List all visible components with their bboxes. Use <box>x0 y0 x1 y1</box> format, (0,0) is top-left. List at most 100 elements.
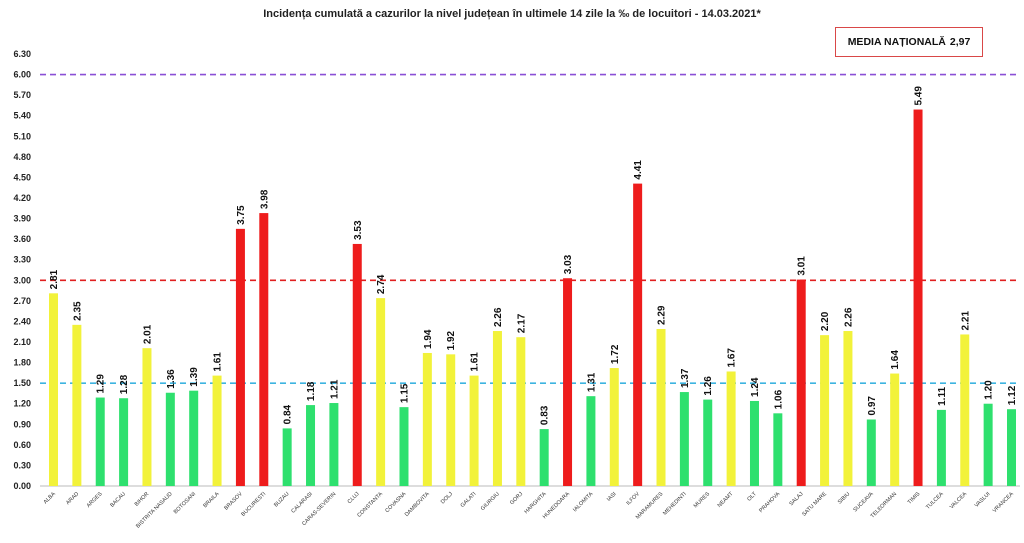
y-tick-label: 0.30 <box>13 460 31 470</box>
x-tick-label: TULCEA <box>925 491 945 511</box>
bar-value-label: 3.98 <box>259 189 270 209</box>
bar-value-label: 1.61 <box>470 352 481 372</box>
y-tick-label: 3.60 <box>13 234 31 244</box>
x-tick-label: BACAU <box>109 491 127 509</box>
x-tick-label: SUCEAVA <box>852 491 874 513</box>
national-average-label: MEDIA NAȚIONALĂ <box>847 36 946 48</box>
bar-value-label: 1.29 <box>96 374 107 394</box>
y-tick-label: 2.70 <box>13 296 31 306</box>
bar <box>235 228 245 486</box>
bar-value-label: 3.03 <box>563 254 574 274</box>
bar <box>422 352 432 486</box>
bar-value-label: 1.94 <box>423 329 434 349</box>
x-tick-label: BIHOR <box>134 491 151 508</box>
bar-value-label: 2.21 <box>960 311 971 331</box>
bar-value-label: 1.21 <box>329 379 340 399</box>
y-tick-label: 5.10 <box>13 131 31 141</box>
bar <box>165 392 175 486</box>
x-tick-label: VRANCEA <box>992 491 1015 514</box>
bar <box>516 337 526 486</box>
y-tick-label: 1.20 <box>13 399 31 409</box>
bar <box>820 335 830 486</box>
x-tick-label: BRAILA <box>202 491 220 509</box>
bar <box>726 371 736 486</box>
bar <box>399 407 409 486</box>
bar <box>72 324 82 486</box>
x-tick-label: CLUJ <box>347 491 361 505</box>
x-tick-label: HARGHITA <box>524 491 548 515</box>
y-tick-label: 4.80 <box>13 152 31 162</box>
bar <box>142 348 152 486</box>
bar <box>189 390 199 486</box>
bar-value-label: 4.41 <box>633 160 644 180</box>
x-tick-label: DOLJ <box>440 491 454 505</box>
y-tick-label: 0.90 <box>13 419 31 429</box>
bar-value-label: 1.39 <box>189 367 200 387</box>
bar-value-label: 1.61 <box>213 352 224 372</box>
bar <box>703 399 713 486</box>
x-tick-label: NEAMT <box>717 491 735 509</box>
bar <box>983 403 993 486</box>
x-tick-label: VASLUI <box>974 491 992 509</box>
y-tick-label: 4.20 <box>13 193 31 203</box>
y-tick-label: 5.70 <box>13 90 31 100</box>
bar-value-label: 1.06 <box>773 389 784 409</box>
bar <box>563 278 573 486</box>
national-average-value: 2,97 <box>949 36 971 48</box>
bar <box>633 183 643 486</box>
bar-value-label: 2.26 <box>843 307 854 327</box>
bar <box>492 331 502 486</box>
bar <box>960 334 970 486</box>
x-tick-label: SALAJ <box>788 491 804 507</box>
bar <box>1007 409 1016 486</box>
y-tick-label: 1.80 <box>13 358 31 368</box>
bar-value-label: 2.29 <box>657 305 668 325</box>
y-tick-label: 6.30 <box>13 49 31 59</box>
bar-value-label: 1.12 <box>1007 385 1018 405</box>
bar-value-label: 1.24 <box>750 377 761 397</box>
bar-value-label: 3.75 <box>236 205 247 225</box>
bar-value-label: 2.01 <box>142 324 153 344</box>
bar-value-label: 1.92 <box>446 330 457 350</box>
bar-value-label: 2.74 <box>376 274 387 294</box>
x-tick-label: GALATI <box>460 491 478 509</box>
bar <box>749 400 759 486</box>
bar <box>306 405 316 486</box>
y-tick-label: 2.10 <box>13 337 31 347</box>
x-tick-label: SIBIU <box>837 491 851 505</box>
x-tick-label: IALOMITA <box>572 491 594 513</box>
x-tick-label: PRAHOVA <box>758 491 781 514</box>
x-tick-label: ALBA <box>43 491 57 505</box>
bar-value-label: 1.11 <box>937 387 948 406</box>
bar <box>49 293 58 486</box>
bar-value-label: 1.26 <box>703 376 714 396</box>
bar-value-label: 0.83 <box>540 405 551 425</box>
bar <box>329 403 339 486</box>
y-tick-label: 0.00 <box>13 481 31 491</box>
bar <box>843 331 853 486</box>
bar <box>773 413 783 486</box>
x-tick-label: GIURGIU <box>480 491 501 512</box>
y-tick-label: 1.50 <box>13 378 31 388</box>
y-tick-label: 3.00 <box>13 275 31 285</box>
bar <box>609 368 619 486</box>
bar-value-label: 2.35 <box>72 301 83 321</box>
y-tick-label: 5.40 <box>13 111 31 121</box>
bar <box>119 398 129 486</box>
bar-value-label: 3.01 <box>797 256 808 276</box>
bar <box>679 392 689 486</box>
y-tick-label: 2.40 <box>13 316 31 326</box>
bar <box>656 328 666 486</box>
x-tick-label: BRASOV <box>223 491 244 512</box>
bar-value-label: 0.84 <box>283 404 294 424</box>
x-tick-label: CALARASI <box>290 491 314 515</box>
bar <box>913 109 923 487</box>
bar-value-label: 1.37 <box>680 368 691 388</box>
bar-value-label: 1.15 <box>399 383 410 403</box>
x-tick-label: MEHEDINTI <box>662 491 688 517</box>
bar-value-label: 3.53 <box>353 220 364 240</box>
x-tick-label: OLT <box>746 491 758 503</box>
x-tick-label: TIMIS <box>907 491 922 506</box>
bar <box>866 419 876 486</box>
x-tick-label: VALCEA <box>949 491 969 511</box>
